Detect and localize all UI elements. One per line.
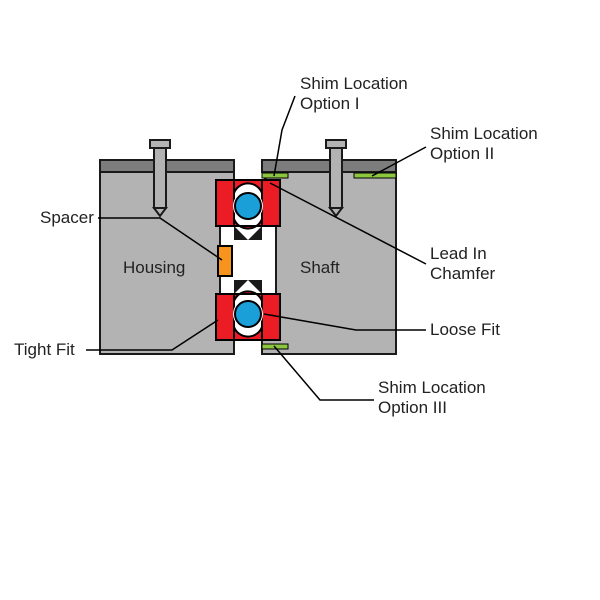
- bolt-left: [150, 140, 170, 216]
- label-shim2: Shim Location Option II: [430, 124, 538, 165]
- label-loose-fit: Loose Fit: [430, 320, 500, 340]
- label-shim1: Shim Location Option I: [300, 74, 408, 115]
- label-spacer: Spacer: [40, 208, 94, 228]
- ball-upper: [235, 193, 261, 219]
- spacer-block: [218, 246, 232, 276]
- label-shaft: Shaft: [300, 258, 340, 278]
- label-tight-fit: Tight Fit: [14, 340, 75, 360]
- label-lead-in: Lead In Chamfer: [430, 244, 495, 285]
- ball-lower: [235, 301, 261, 327]
- upper-bearing: [216, 180, 280, 229]
- label-shim3: Shim Location Option III: [378, 378, 486, 419]
- label-housing: Housing: [123, 258, 185, 278]
- bolt-right: [326, 140, 346, 216]
